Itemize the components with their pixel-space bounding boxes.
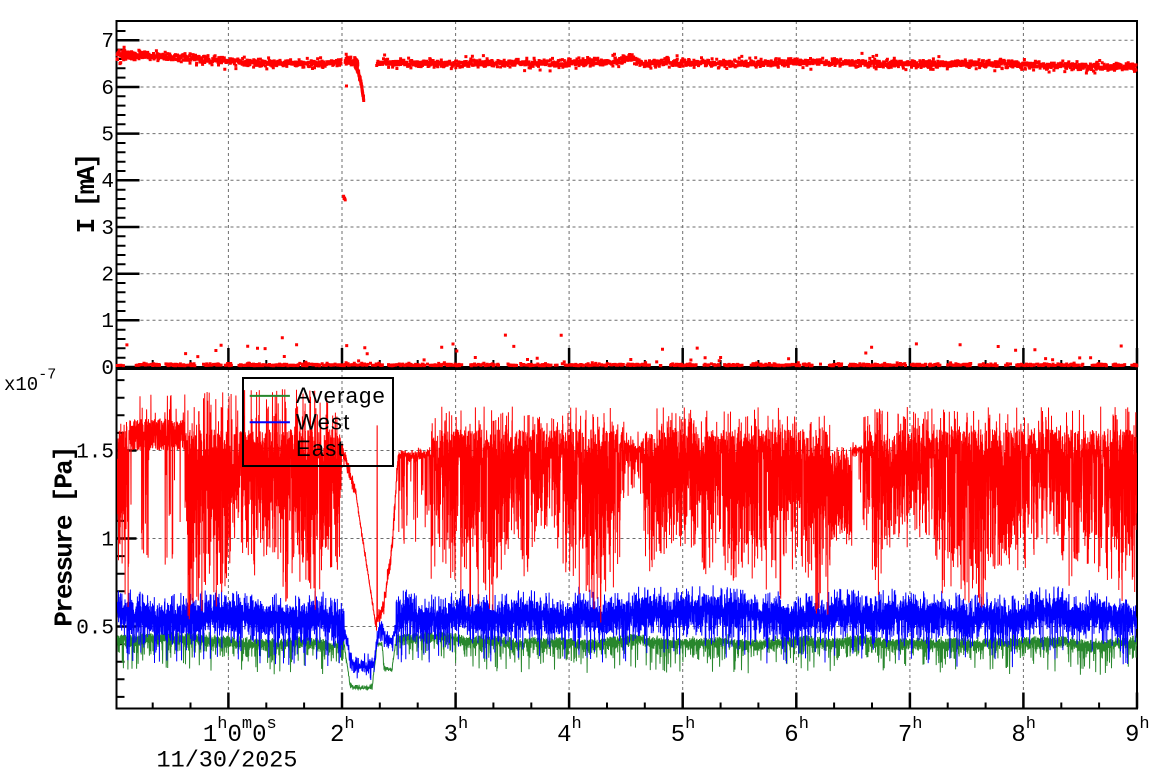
- svg-text:I [mA]: I [mA]: [72, 155, 102, 233]
- svg-text:4: 4: [101, 171, 114, 194]
- svg-text:0: 0: [101, 358, 114, 381]
- svg-text:West: West: [296, 410, 351, 435]
- svg-text:0.5: 0.5: [76, 617, 114, 640]
- svg-text:11/30/2025: 11/30/2025: [156, 748, 297, 775]
- svg-text:1: 1: [101, 311, 114, 334]
- svg-text:6: 6: [101, 78, 114, 101]
- svg-text:1: 1: [101, 529, 114, 552]
- svg-text:7: 7: [101, 31, 114, 54]
- svg-text:3: 3: [101, 218, 114, 241]
- svg-text:5: 5: [101, 124, 114, 147]
- svg-text:2: 2: [101, 265, 114, 288]
- svg-text:Pressure [Pa]: Pressure [Pa]: [50, 447, 80, 626]
- svg-text:Average: Average: [296, 383, 386, 408]
- svg-text:East: East: [296, 436, 345, 461]
- svg-text:1.5: 1.5: [76, 441, 114, 464]
